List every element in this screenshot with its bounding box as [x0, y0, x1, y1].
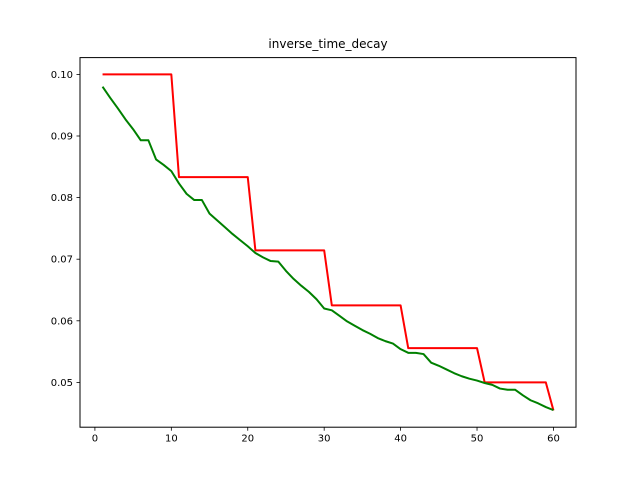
- series-line-staircase_decay: [102, 73, 555, 411]
- y-tick-label: 0.07: [51, 255, 73, 266]
- x-tick-label: 60: [547, 434, 560, 445]
- y-tick-label: 0.08: [51, 193, 73, 204]
- chart-title: inverse_time_decay: [268, 37, 388, 51]
- x-tick-label: 30: [318, 434, 331, 445]
- x-tick-label: 0: [92, 434, 98, 445]
- x-tick-label: 40: [394, 434, 407, 445]
- x-tick-label: 20: [241, 434, 254, 445]
- y-tick-label: 0.06: [51, 316, 73, 327]
- x-tick-label: 10: [165, 434, 178, 445]
- series-line-continuous_decay: [101, 86, 554, 412]
- y-tick-label: 0.09: [51, 131, 73, 142]
- plot-border: [79, 57, 577, 428]
- x-tick-label: 50: [471, 434, 484, 445]
- y-tick-label: 0.05: [51, 378, 73, 389]
- y-tick-label: 0.10: [51, 70, 73, 81]
